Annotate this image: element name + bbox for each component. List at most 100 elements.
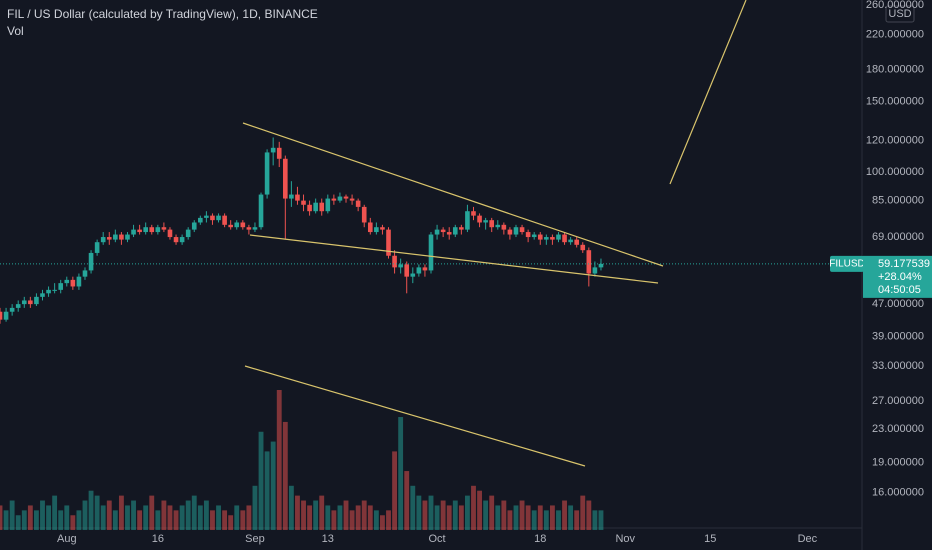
y-tick-label: 27.000000 [872, 395, 924, 407]
volume-bar [82, 500, 88, 530]
volume-bar [598, 510, 604, 530]
volume-bar [410, 485, 416, 530]
trend-line [244, 365, 586, 467]
volume-bar [549, 505, 555, 530]
volume-bar [76, 510, 82, 530]
candle-body [489, 220, 495, 228]
plot [0, 137, 862, 530]
volume-bar [404, 471, 410, 530]
volume-bar [167, 505, 173, 530]
volume-bar [319, 495, 325, 530]
volume-bar [428, 495, 434, 530]
volume-bar [471, 485, 476, 530]
candle-body [125, 234, 130, 240]
candle-body [519, 227, 525, 233]
candle-body [349, 198, 355, 201]
currency-box[interactable] [885, 5, 915, 23]
volume-bar [264, 451, 270, 530]
x-tick-label: 13 [322, 533, 334, 545]
volume-bar [197, 505, 203, 530]
volume-bar [246, 505, 252, 530]
candle-body [301, 200, 306, 205]
trend-lines [242, 0, 747, 467]
volume-bar [288, 485, 294, 530]
candle-body [167, 229, 173, 238]
candle-body [76, 276, 82, 287]
candle-body [446, 232, 452, 235]
candle-body [459, 227, 464, 230]
candle-body [556, 234, 561, 240]
volume-bar [556, 510, 561, 530]
candle-body [355, 200, 361, 207]
x-tick-label: Aug [57, 533, 77, 545]
volume-bar [118, 495, 124, 530]
volume-bar [543, 510, 549, 530]
candle-body [52, 289, 57, 291]
candle-body [337, 196, 343, 201]
currency-label: USD [888, 8, 911, 20]
candle-body [550, 237, 555, 240]
candle-body [119, 234, 124, 240]
candle-body [525, 232, 531, 238]
candle-body [295, 194, 300, 201]
candle-body [276, 147, 282, 159]
candle-body [537, 234, 543, 240]
volume-bar [313, 500, 319, 530]
volume-bar [307, 505, 313, 530]
candle-body [149, 227, 155, 233]
candle-body [191, 222, 197, 230]
volume-bar [507, 510, 513, 530]
candle-body [513, 227, 519, 235]
volume-bar [179, 505, 185, 530]
candle-body [173, 237, 179, 243]
candle-body [264, 152, 270, 195]
trend-line [669, 0, 747, 185]
volume-bar [94, 495, 100, 530]
volume-bar [513, 505, 519, 530]
candle-body [313, 202, 318, 212]
x-tick-label: 16 [152, 533, 164, 545]
volume-bar [52, 495, 58, 530]
y-tick-label: 19.000000 [872, 456, 924, 468]
volume-bar [222, 510, 228, 530]
candle-body [240, 222, 246, 228]
y-tick-label: 260.000000 [866, 0, 924, 11]
volume-bar [27, 505, 33, 530]
candle-body [410, 273, 416, 277]
candle-body [416, 267, 422, 274]
change-label: +28.04% [878, 271, 922, 283]
volume-bar [203, 500, 209, 530]
candle-body [367, 222, 373, 233]
candle-body [100, 237, 106, 243]
volume-bar [416, 495, 422, 530]
volume-bar [537, 505, 543, 530]
volume-bar [386, 510, 391, 530]
volume-bar [373, 510, 379, 530]
volume-bar [100, 505, 106, 530]
volume-bar [252, 485, 258, 530]
price-tag [863, 255, 932, 298]
y-tick-label: 39.000000 [872, 331, 924, 343]
volume-bar [228, 515, 234, 530]
candle-body [0, 311, 3, 320]
y-tick-label: 85.000000 [872, 195, 924, 207]
candle-body [234, 222, 240, 228]
y-tick-label: 120.000000 [866, 134, 924, 146]
candle-body [592, 267, 598, 274]
candle-body [283, 158, 288, 199]
candle-body [434, 229, 440, 235]
volume-bar [33, 510, 39, 530]
candle-body [495, 224, 501, 228]
x-tick-label: 15 [704, 533, 716, 545]
candle-body [246, 227, 252, 230]
candle-body [392, 255, 397, 268]
trend-line [242, 122, 664, 267]
volume-bar [392, 451, 398, 530]
volume-bar [495, 505, 501, 530]
candle-body [161, 227, 167, 230]
volume-bar [216, 505, 221, 530]
volume-bar [580, 495, 586, 530]
volume-bar [258, 431, 264, 530]
